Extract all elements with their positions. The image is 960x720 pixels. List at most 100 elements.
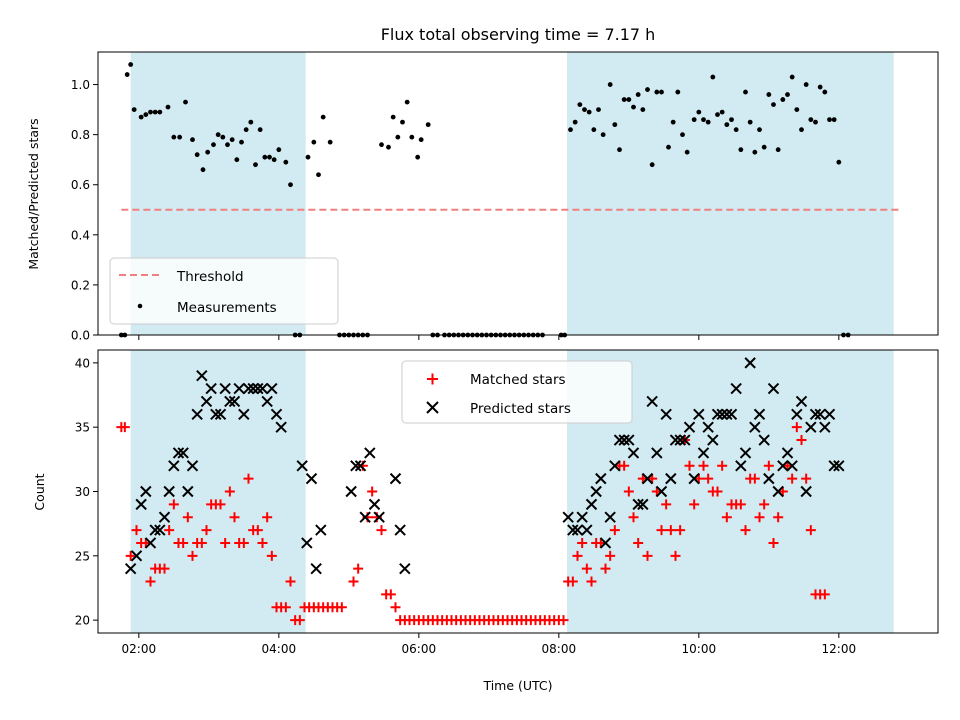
predicted-point-58 xyxy=(609,460,621,472)
predicted-point-53 xyxy=(585,498,598,511)
measurement-point-27 xyxy=(253,162,258,168)
matched-point-23 xyxy=(224,486,235,497)
matched-point-96 xyxy=(572,550,583,561)
matched-point-54 xyxy=(376,525,387,536)
measurement-point-32 xyxy=(276,147,282,153)
measurement-point-14 xyxy=(190,137,195,143)
predicted-point-78 xyxy=(702,421,714,433)
measurement-point-17 xyxy=(205,149,211,155)
predicted-point-11 xyxy=(177,447,189,459)
predicted-point-6 xyxy=(154,524,166,536)
predicted-point-80 xyxy=(711,408,724,421)
predicted-point-92 xyxy=(767,382,780,395)
measurement-point-120 xyxy=(738,147,744,153)
measurement-point-99 xyxy=(635,92,641,97)
measurement-point-38 xyxy=(311,139,317,145)
matched-point-13 xyxy=(178,537,189,548)
measurement-point-85 xyxy=(568,127,573,133)
predicted-point-72 xyxy=(674,434,686,446)
matched-point-21 xyxy=(215,499,226,510)
measurement-point-137 xyxy=(817,84,823,90)
predicted-point-9 xyxy=(168,460,180,472)
measurement-point-123 xyxy=(752,149,758,155)
matched-legend-swatch xyxy=(427,373,438,385)
matched-point-24 xyxy=(229,512,240,523)
matched-point-114 xyxy=(656,525,667,536)
predicted-legend-swatch xyxy=(426,401,439,414)
predicted-point-99 xyxy=(800,485,812,498)
matched-point-124 xyxy=(703,473,714,484)
predicted-point-32 xyxy=(275,421,287,433)
predicted-legend-label: Predicted stars xyxy=(470,401,571,417)
predicted-point-104 xyxy=(823,408,836,421)
matched-point-97 xyxy=(577,537,588,548)
measurement-point-107 xyxy=(675,89,681,95)
predicted-point-19 xyxy=(214,408,227,421)
measurement-point-103 xyxy=(654,89,660,95)
measurement-point-53 xyxy=(400,119,405,125)
bottom-legend-box xyxy=(401,360,633,424)
measurement-point-101 xyxy=(645,87,650,92)
predicted-point-42 xyxy=(364,447,376,459)
predicted-point-96 xyxy=(786,460,798,472)
measurement-point-21 xyxy=(225,142,230,148)
measurement-point-4 xyxy=(131,107,137,113)
predicted-point-28 xyxy=(256,382,269,395)
matched-point-139 xyxy=(773,512,784,523)
y-tick-label: 25 xyxy=(75,549,90,563)
predicted-point-98 xyxy=(795,395,808,408)
y-tick-label: 0.2 xyxy=(71,278,90,292)
bottom-panel: 20 25 30 35 40 02:00 04:00 06:00 08:00 10:00 12:0… xyxy=(32,349,939,693)
measurement-point-122 xyxy=(747,119,753,125)
matched-point-127 xyxy=(717,460,728,471)
y-tick-label: 0.4 xyxy=(71,228,90,242)
matched-point-107 xyxy=(623,486,634,497)
predicted-point-37 xyxy=(315,524,327,536)
matched-point-22 xyxy=(220,537,231,548)
measurement-point-98 xyxy=(631,104,636,110)
predicted-point-22 xyxy=(228,395,241,408)
predicted-point-21 xyxy=(224,395,236,408)
matched-point-118 xyxy=(675,525,686,536)
predicted-point-27 xyxy=(252,382,264,395)
measurement-point-51 xyxy=(390,114,396,120)
measurement-point-3 xyxy=(128,62,134,67)
measurement-point-91 xyxy=(596,107,601,113)
matched-point-95 xyxy=(567,576,578,587)
predicted-point-76 xyxy=(693,408,705,421)
matched-point-48 xyxy=(348,576,359,587)
predicted-point-15 xyxy=(196,370,208,382)
matched-point-14 xyxy=(182,512,193,523)
predicted-point-61 xyxy=(623,434,635,446)
matched-point-49 xyxy=(353,563,364,574)
matched-point-11 xyxy=(168,499,179,510)
matched-point-103 xyxy=(605,550,616,561)
predicted-point-74 xyxy=(683,421,696,433)
predicted-point-38 xyxy=(345,485,357,498)
predicted-point-91 xyxy=(763,472,775,485)
x-tick-label: 06:00 xyxy=(402,642,437,656)
matched-point-117 xyxy=(670,550,681,561)
predicted-point-8 xyxy=(163,485,175,498)
matched-point-2 xyxy=(125,550,136,561)
measurement-point-56 xyxy=(415,154,421,160)
chart-title: Flux total observing time = 7.17 h xyxy=(381,25,656,44)
y-tick-label: 35 xyxy=(75,421,90,435)
matched-point-132 xyxy=(740,525,751,536)
measurement-point-121 xyxy=(743,89,748,95)
predicted-point-26 xyxy=(247,382,259,395)
measurement-point-33 xyxy=(283,159,289,165)
measurement-point-87 xyxy=(577,102,583,107)
predicted-point-95 xyxy=(781,447,794,459)
measurement-point-116 xyxy=(719,109,725,115)
matched-point-143 xyxy=(791,422,802,433)
matched-point-106 xyxy=(619,460,630,471)
predicted-point-31 xyxy=(270,408,283,421)
predicted-point-36 xyxy=(310,562,322,575)
y-tick-label: 40 xyxy=(75,356,90,370)
matched-point-126 xyxy=(712,486,723,497)
predicted-point-50 xyxy=(571,524,584,536)
matched-point-27 xyxy=(243,473,254,484)
predicted-point-33 xyxy=(296,460,308,472)
